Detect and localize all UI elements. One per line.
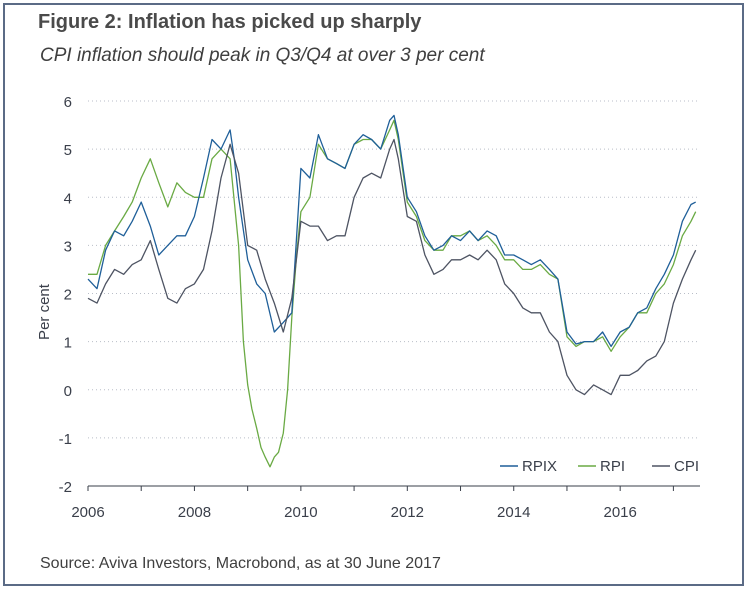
source-note: Source: Aviva Investors, Macrobond, as a… xyxy=(40,555,441,572)
legend: RPIX RPI CPI xyxy=(500,458,699,475)
x-tick-label: 2006 xyxy=(71,504,104,521)
y-tick-labels: 6 5 4 3 2 1 0 -1 -2 xyxy=(59,94,72,496)
figure-title: Figure 2: Inflation has picked up sharpl… xyxy=(38,11,422,33)
x-tick-label: 2008 xyxy=(178,504,211,521)
y-tick-label: 6 xyxy=(64,94,72,111)
series-lines xyxy=(87,114,697,468)
x-tick-label: 2014 xyxy=(497,504,530,521)
x-tick-label: 2016 xyxy=(603,504,636,521)
y-tick-label: -2 xyxy=(59,479,72,496)
y-tick-label: 2 xyxy=(64,287,72,304)
gridlines xyxy=(87,100,700,491)
legend-label-rpix: RPIX xyxy=(522,458,557,475)
figure-subtitle: CPI inflation should peak in Q3/Q4 at ov… xyxy=(40,45,485,66)
y-axis-label: Per cent xyxy=(36,283,53,340)
x-tick-label: 2010 xyxy=(284,504,317,521)
x-tick-label: 2012 xyxy=(391,504,424,521)
x-tick-labels: 2006 2008 2010 2012 2014 2016 xyxy=(71,504,637,521)
y-tick-label: 5 xyxy=(64,142,72,159)
y-tick-label: 1 xyxy=(64,335,72,352)
legend-label-rpi: RPI xyxy=(600,458,625,475)
series-line-cpi xyxy=(87,138,697,396)
y-tick-label: -1 xyxy=(59,431,72,448)
y-tick-label: 0 xyxy=(64,383,72,400)
series-line-rpix xyxy=(87,114,696,348)
legend-label-cpi: CPI xyxy=(674,458,699,475)
y-tick-label: 4 xyxy=(64,190,72,207)
y-tick-label: 3 xyxy=(64,238,72,255)
